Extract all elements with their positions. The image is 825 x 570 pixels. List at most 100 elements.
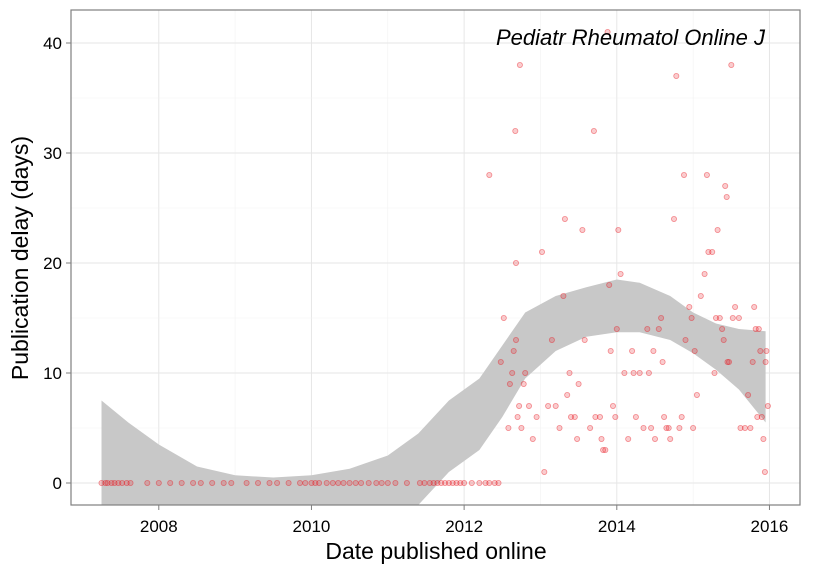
data-point [144,479,151,486]
data-point [764,402,771,409]
data-point [449,479,456,486]
data-point [681,171,688,178]
data-point [574,435,581,442]
data-point [520,380,527,387]
data-point [602,446,609,453]
data-point [352,479,359,486]
data-point [720,336,727,343]
journal-annotation: Pediatr Rheumatol Online J [496,25,766,50]
data-point [615,226,622,233]
data-point [713,314,720,321]
data-point [491,479,498,486]
data-point [625,435,632,442]
data-point [597,413,604,420]
data-point [673,73,680,80]
y-axis-ticks: 0 10 20 30 40 [43,34,71,493]
data-point [197,479,204,486]
data-point [392,479,399,486]
data-point [403,479,410,486]
data-point [762,358,769,365]
data-point [384,479,391,486]
data-point [691,347,698,354]
data-point [726,358,733,365]
data-point [722,182,729,189]
data-point [747,424,754,431]
data-point [548,336,555,343]
data-point [754,413,761,420]
y-tick-label: 0 [53,474,62,493]
y-tick-label: 40 [43,34,62,53]
data-point [676,424,683,431]
data-point [728,62,735,69]
data-point [659,358,666,365]
smooth-confidence-band [101,279,766,505]
data-point [516,402,523,409]
data-point [476,479,483,486]
data-point [482,479,489,486]
data-point [701,270,708,277]
data-point [104,479,111,486]
data-point [663,424,670,431]
data-point [541,468,548,475]
data-point [575,380,582,387]
data-point [690,424,697,431]
data-point [667,435,674,442]
data-point [758,413,765,420]
data-point [658,314,665,321]
data-point [610,402,617,409]
data-point [497,358,504,365]
x-axis-title: Date published online [325,538,546,564]
data-point [592,413,599,420]
data-point [742,424,749,431]
data-point [526,402,533,409]
data-point [735,314,742,321]
data-point [604,28,611,35]
data-point [453,479,460,486]
data-point [505,424,512,431]
data-point [613,325,620,332]
data-point [607,347,614,354]
data-point [711,369,718,376]
data-point [434,479,441,486]
data-point [606,281,613,288]
data-point [308,479,315,486]
data-point [518,424,525,431]
data-point [373,479,380,486]
data-point [724,358,731,365]
data-point [560,292,567,299]
data-point [760,435,767,442]
data-point [763,347,770,354]
data-point [705,248,712,255]
data-point [566,369,573,376]
data-point [340,479,347,486]
data-points [98,28,771,486]
data-point [539,248,546,255]
data-point [209,479,216,486]
data-point [445,479,452,486]
data-point [678,413,685,420]
data-point [598,435,605,442]
data-point [510,347,517,354]
data-point [650,347,657,354]
x-axis-ticks: 2008 2010 2012 2014 2016 [140,505,788,536]
data-point [312,479,319,486]
data-point [661,413,668,420]
data-point [468,479,475,486]
data-point [522,369,529,376]
data-point [617,270,624,277]
data-point [266,479,273,486]
data-point [346,479,353,486]
data-point [500,314,507,321]
data-point [579,226,586,233]
data-point [652,435,659,442]
data-point [220,479,227,486]
data-point [529,435,536,442]
data-point [719,325,726,332]
data-point [228,479,235,486]
data-point [123,479,130,486]
data-point [119,479,126,486]
data-point [513,259,520,266]
data-point [723,193,730,200]
data-point [285,479,292,486]
